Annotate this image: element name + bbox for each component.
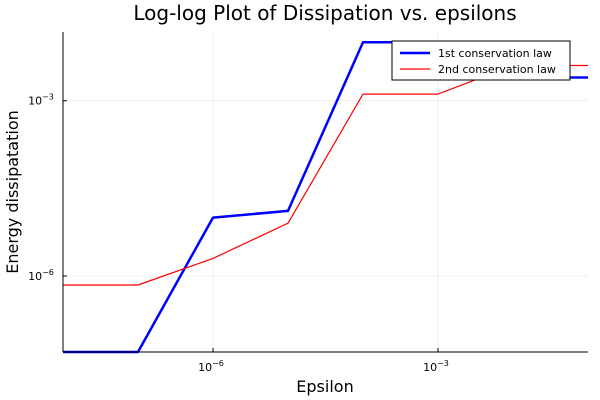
legend-box xyxy=(391,40,571,81)
y-ticks: 10−6 10−3 xyxy=(28,93,67,283)
chart-title: Log-log Plot of Dissipation vs. epsilons xyxy=(133,1,516,25)
legend: 1st conservation law 2nd conservation la… xyxy=(391,40,571,81)
x-axis-label: Epsilon xyxy=(296,377,353,396)
grid xyxy=(63,32,588,352)
legend-label-2: 2nd conservation law xyxy=(438,63,556,76)
y-axis-label: Energy dissipatation xyxy=(3,110,22,274)
series-line-1 xyxy=(63,41,588,354)
x-tick-label-2: 10−3 xyxy=(423,359,449,374)
y-tick-label-1: 10−6 xyxy=(28,268,54,283)
axes xyxy=(62,32,588,353)
x-tick-label-1: 10−6 xyxy=(198,359,224,374)
series-layer xyxy=(63,41,588,354)
y-tick-label-2: 10−3 xyxy=(28,93,54,108)
legend-label-1: 1st conservation law xyxy=(438,47,552,60)
series-line-2 xyxy=(63,64,588,286)
